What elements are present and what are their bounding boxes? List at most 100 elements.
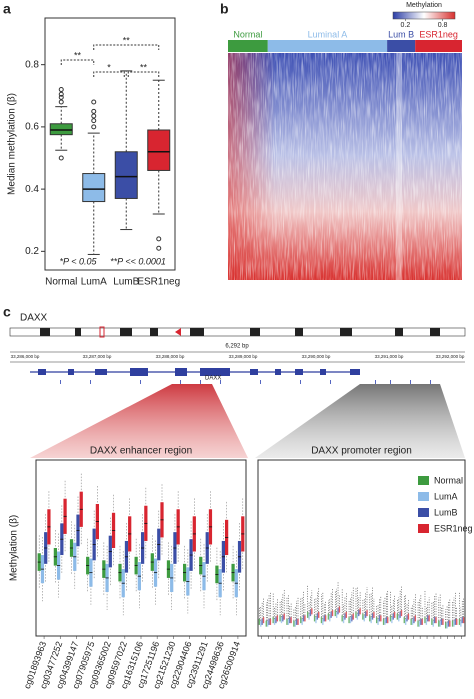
median-box <box>447 620 450 627</box>
group-bar <box>228 40 268 52</box>
box <box>114 151 138 199</box>
median-box <box>363 615 365 622</box>
median-box <box>461 617 463 624</box>
outlier <box>58 91 64 97</box>
median-box <box>424 617 426 624</box>
median-box <box>355 611 357 618</box>
median-box <box>411 618 414 625</box>
plot-frame <box>257 459 466 637</box>
median-box <box>315 617 317 624</box>
outlier <box>58 155 64 161</box>
median-box <box>309 610 312 617</box>
coordinate-label: 33,289,000 bp <box>229 354 258 359</box>
outlier <box>91 108 97 114</box>
median-box <box>300 617 302 624</box>
median-box <box>435 617 437 624</box>
median-box <box>458 618 461 625</box>
median-box <box>399 611 401 618</box>
outlier <box>91 99 97 105</box>
median-box <box>352 613 354 620</box>
median-box <box>304 615 306 622</box>
outlier <box>156 236 162 242</box>
median-box <box>311 608 313 615</box>
median-box <box>462 617 465 624</box>
legend-label: LumB <box>434 507 458 517</box>
median-box <box>351 615 353 622</box>
median-box <box>428 615 430 622</box>
median-box <box>371 613 374 620</box>
legend-label: ESR1neg <box>434 523 473 533</box>
median-box <box>389 615 392 622</box>
median-box <box>380 615 382 622</box>
median-box <box>286 618 288 625</box>
zoom-funnel <box>30 384 248 458</box>
panel-title: DAXX enhancer region <box>90 446 192 457</box>
median-box <box>301 618 303 625</box>
median-box <box>258 618 261 625</box>
y-tick-label: 0.8 <box>25 59 39 70</box>
length-label: 6,292 bp <box>225 344 249 350</box>
median-box <box>334 610 336 617</box>
significance-label: ** <box>74 50 82 60</box>
panel-letter: b <box>220 1 229 17</box>
y-tick-label: 0.6 <box>25 122 39 133</box>
x-tick-label: LumA <box>81 277 107 288</box>
box <box>147 129 171 171</box>
plot-frame <box>44 17 176 271</box>
significance-bracket <box>93 71 125 77</box>
median-box <box>393 611 396 618</box>
median-box <box>320 617 323 624</box>
median-box <box>337 608 339 615</box>
median-box <box>358 610 360 617</box>
x-tick-label: ESR1neg <box>137 277 180 288</box>
y-tick-label: 0.4 <box>25 184 39 195</box>
group-bar <box>387 40 416 52</box>
median-box <box>378 615 381 622</box>
median-box <box>335 611 338 618</box>
median-box <box>283 613 285 620</box>
median-box <box>391 617 393 624</box>
median-box <box>410 618 412 625</box>
median-box <box>290 617 292 624</box>
median-box <box>276 615 279 622</box>
median-box <box>440 618 443 625</box>
median-box <box>425 618 428 625</box>
y-axis-label: Methylation (β) <box>9 515 20 581</box>
significance-label: ** <box>123 35 131 45</box>
legend-label: Normal <box>434 475 463 485</box>
median-box <box>308 613 310 620</box>
footnote: *P < 0.05 <box>60 256 98 266</box>
median-box <box>279 615 281 622</box>
group-label: Lum B <box>388 29 414 39</box>
median-box <box>341 615 343 622</box>
footnote: **P << 0.0001 <box>110 256 166 266</box>
median-box <box>289 617 291 624</box>
colorbar-title: Methylation <box>406 2 442 9</box>
median-box <box>439 620 441 627</box>
median-box <box>418 620 421 627</box>
median-box <box>297 618 299 625</box>
median-box <box>396 613 399 620</box>
colorbar-tick-label: 0.2 <box>401 22 411 29</box>
median-box <box>323 615 325 622</box>
median-box <box>421 618 423 625</box>
panel-letter: a <box>3 1 11 17</box>
median-box <box>330 611 332 618</box>
median-box <box>272 617 274 624</box>
legend-swatch <box>418 508 429 517</box>
median-box <box>265 620 267 627</box>
median-box <box>438 620 440 627</box>
median-box <box>345 611 348 618</box>
median-box <box>449 620 451 627</box>
median-box <box>398 615 400 622</box>
median-box <box>406 615 408 622</box>
median-box <box>302 615 305 622</box>
median-box <box>329 615 331 622</box>
median-box <box>414 615 417 622</box>
median-box <box>444 622 447 629</box>
median-box <box>431 618 433 625</box>
x-tick-label: Normal <box>45 277 77 288</box>
median-box <box>273 618 276 625</box>
gene-label: DAXX <box>205 376 221 382</box>
group-bar <box>267 40 388 52</box>
